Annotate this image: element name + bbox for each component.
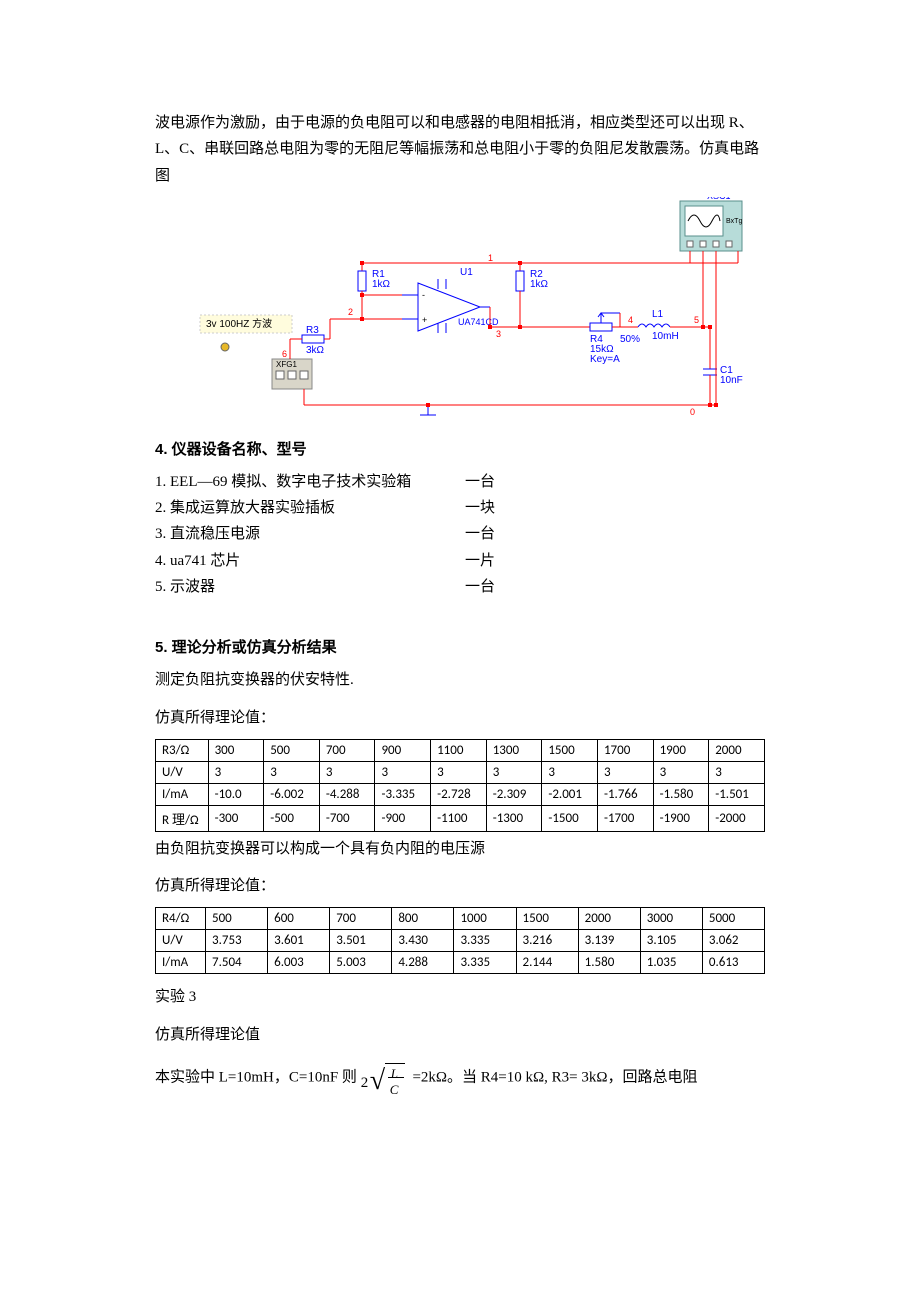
table-row: R4/Ω50060070080010001500200030005000	[156, 908, 765, 930]
equip-row: 3. 直流稳压电源一台	[155, 521, 765, 547]
circuit-diagram: XSC1 BxTg 1 R1 1kΩ R2 1kΩ	[190, 197, 750, 422]
svg-text:0: 0	[690, 407, 695, 417]
svg-text:-: -	[422, 290, 425, 300]
table-row: U/V3333333333	[156, 761, 765, 783]
svg-text:50%: 50%	[620, 334, 640, 345]
svg-text:1: 1	[488, 253, 493, 263]
equip-row: 2. 集成运算放大器实验插板一块	[155, 495, 765, 521]
svg-text:1kΩ: 1kΩ	[530, 279, 549, 290]
sub-3: 由负阻抗变换器可以构成一个具有负内阻的电压源	[155, 836, 765, 864]
svg-text:Key=A: Key=A	[590, 354, 620, 365]
equip-row: 1. EEL—69 模拟、数字电子技术实验箱一台	[155, 469, 765, 495]
svg-text:6: 6	[282, 349, 287, 359]
svg-text:3v 100HZ 方波: 3v 100HZ 方波	[206, 317, 272, 330]
svg-text:BxTg: BxTg	[726, 218, 742, 225]
svg-text:U1: U1	[460, 267, 473, 278]
table-row: U/V3.7533.6013.5013.4303.3353.2163.1393.…	[156, 930, 765, 952]
sub-2: 仿真所得理论值：	[155, 705, 765, 733]
sub-1: 测定负阻抗变换器的伏安特性.	[155, 667, 765, 695]
svg-text:5: 5	[694, 315, 699, 325]
sub-4: 仿真所得理论值：	[155, 873, 765, 901]
intro-paragraph: 波电源作为激励，由于电源的负电阻可以和电感器的电阻相抵消，相应类型还可以出现 R…	[155, 110, 765, 189]
svg-text:3: 3	[496, 329, 501, 339]
math-formula: 2 √ L C	[361, 1060, 409, 1096]
table-2: R4/Ω50060070080010001500200030005000 U/V…	[155, 907, 765, 974]
final-line: 本实验中 L=10mH，C=10nF 则 2 √ L C =2kΩ。当 R4=1…	[155, 1060, 765, 1096]
table-row: I/mA-10.0-6.002-4.288-3.335-2.728-2.309-…	[156, 783, 765, 805]
table-row: R 理/Ω-300-500-700-900-1100-1300-1500-170…	[156, 805, 765, 831]
svg-text:UA741CD: UA741CD	[458, 317, 499, 327]
svg-text:XFG1: XFG1	[276, 360, 297, 369]
table-1: R3/Ω300500700900110013001500170019002000…	[155, 739, 765, 832]
page: 波电源作为激励，由于电源的负电阻可以和电感器的电阻相抵消，相应类型还可以出现 R…	[0, 0, 920, 1302]
equip-row: 4. ua741 芯片一片	[155, 548, 765, 574]
svg-text:+: +	[422, 315, 427, 325]
svg-text:1kΩ: 1kΩ	[372, 279, 391, 290]
sub-6: 仿真所得理论值	[155, 1022, 765, 1050]
svg-text:XSC1: XSC1	[707, 197, 731, 201]
equipment-list: 1. EEL—69 模拟、数字电子技术实验箱一台 2. 集成运算放大器实验插板一…	[155, 469, 765, 600]
sub-5: 实验 3	[155, 984, 765, 1012]
svg-text:10mH: 10mH	[652, 331, 679, 342]
heading-4: 4. 仪器设备名称、型号	[155, 438, 765, 459]
table-row: R3/Ω300500700900110013001500170019002000	[156, 739, 765, 761]
table-row: I/mA7.5046.0035.0034.2883.3352.1441.5801…	[156, 952, 765, 974]
equip-row: 5. 示波器一台	[155, 574, 765, 600]
svg-text:4: 4	[628, 315, 633, 325]
svg-text:10nF: 10nF	[720, 375, 743, 386]
svg-text:2: 2	[348, 307, 353, 317]
heading-5: 5. 理论分析或仿真分析结果	[155, 636, 765, 657]
svg-text:L1: L1	[652, 309, 664, 320]
svg-text:3kΩ: 3kΩ	[306, 345, 325, 356]
svg-text:R3: R3	[306, 325, 319, 336]
